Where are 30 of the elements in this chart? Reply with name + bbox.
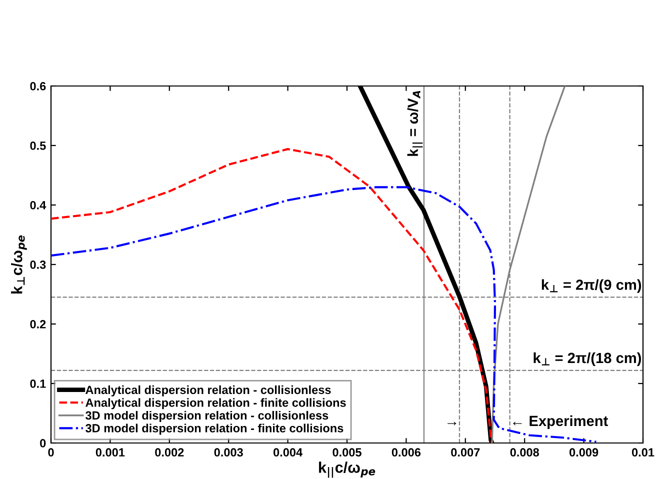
legend-label: Analytical dispersion relation - finite collisions: [86, 398, 346, 410]
line-series: [51, 148, 494, 443]
ref-line-label: k$_{||}$ = ω/V$_{A}$: [407, 90, 423, 156]
x-tick-label: 0.01: [632, 448, 654, 457]
legend-label: 3D model dispersion relation - finite collisions: [86, 424, 344, 435]
y-tick-label: 0.6: [30, 82, 46, 90]
x-tick-label: 0.002: [155, 448, 184, 457]
x-tick-label: 0.007: [451, 448, 480, 457]
x-tick-label: 0.001: [96, 448, 125, 457]
y-tick-label: 0.5: [30, 142, 46, 150]
x-tick-label: 0.009: [569, 448, 598, 457]
y-tick-label: 0.2: [30, 320, 46, 328]
x-axis-title: k$_{||}$c/ω$_{pe}$: [319, 462, 376, 478]
x-tick-label: 0.003: [214, 448, 243, 457]
legend-label: Analytical dispersion relation - collisionless: [86, 385, 331, 396]
x-tick-label: 0.004: [273, 448, 303, 457]
x-tick-label: 0: [48, 448, 54, 457]
y-axis-title: k$_{⊥}$c/ω$_{pe}$: [11, 235, 27, 294]
annotation: k$_{⊥}$ = 2π/(18 cm): [534, 352, 641, 366]
x-tick-label: 0.005: [332, 448, 362, 457]
y-tick-label: 0.3: [30, 260, 46, 269]
x-tick-label: 0.008: [510, 448, 540, 457]
annotation: k$_{⊥}$ = 2π/(9 cm): [542, 279, 642, 293]
y-tick-label: 0: [40, 439, 46, 448]
x-tick-label: 0.006: [392, 448, 421, 457]
annotation: ← Experiment: [513, 415, 608, 429]
legend-label: 3D model dispersion relation - collisionless: [86, 410, 328, 422]
y-tick-label: 0.1: [30, 380, 46, 388]
annotation: →: [448, 422, 456, 426]
y-tick-label: 0.4: [30, 201, 46, 210]
